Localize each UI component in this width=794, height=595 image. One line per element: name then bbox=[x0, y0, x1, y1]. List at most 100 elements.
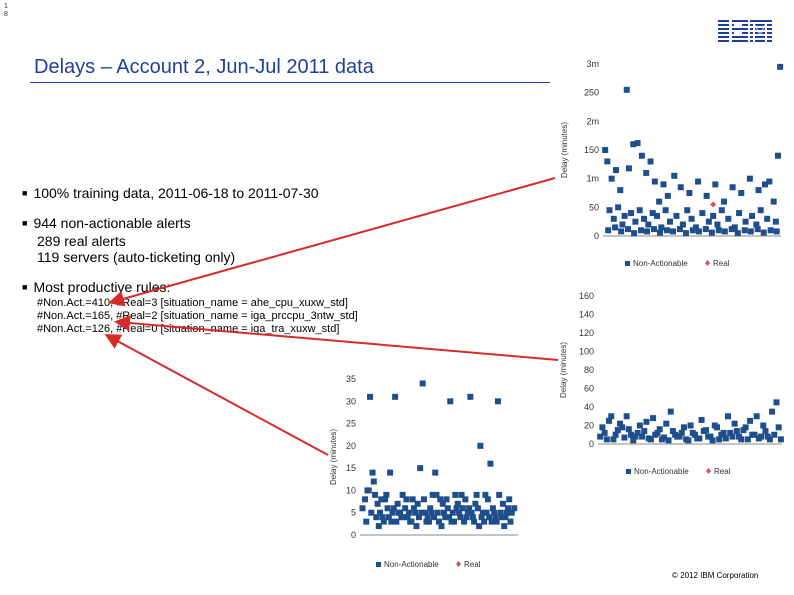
data-point-non-actionable bbox=[369, 469, 376, 476]
data-point-non-actionable bbox=[408, 518, 415, 525]
data-point-non-actionable bbox=[457, 514, 464, 521]
bullet-training: ■ 100% training data, 2011-06-18 to 2011-… bbox=[22, 185, 319, 203]
data-point-non-actionable bbox=[710, 212, 717, 219]
y-tick-label: 0 bbox=[589, 439, 594, 449]
data-point-non-actionable bbox=[442, 514, 449, 521]
data-point-non-actionable bbox=[436, 518, 442, 525]
y-tick-label: 100 bbox=[579, 347, 594, 357]
data-point-non-actionable bbox=[644, 228, 651, 235]
data-point-non-actionable bbox=[601, 429, 608, 436]
data-point-non-actionable bbox=[662, 207, 669, 214]
y-tick-label: 2m bbox=[586, 116, 599, 126]
data-point-non-actionable bbox=[643, 418, 650, 425]
data-point-non-actionable bbox=[477, 442, 484, 449]
data-point-non-actionable bbox=[666, 218, 673, 225]
data-point-non-actionable bbox=[604, 158, 611, 165]
data-point-non-actionable bbox=[736, 433, 743, 440]
data-point-non-actionable bbox=[476, 523, 483, 530]
data-point-non-actionable bbox=[449, 509, 456, 516]
data-point-non-actionable bbox=[462, 496, 469, 503]
y-tick-label: 80 bbox=[584, 365, 594, 375]
data-point-non-actionable bbox=[677, 184, 684, 191]
data-point-non-actionable bbox=[458, 491, 465, 498]
data-point-non-actionable bbox=[746, 175, 753, 182]
data-point-non-actionable bbox=[447, 398, 454, 405]
data-point-non-actionable bbox=[712, 181, 719, 188]
data-point-non-actionable bbox=[362, 496, 369, 503]
y-tick-label: 50 bbox=[589, 202, 599, 212]
data-point-non-actionable bbox=[678, 429, 685, 436]
bullet-rules-text: Most productive rules: bbox=[33, 279, 171, 295]
data-point-non-actionable bbox=[695, 178, 702, 185]
data-point-non-actionable bbox=[430, 514, 437, 521]
data-point-non-actionable bbox=[753, 413, 760, 420]
bullet-marker: ■ bbox=[22, 188, 28, 198]
data-point-non-actionable bbox=[634, 140, 641, 147]
data-point-non-actionable bbox=[439, 500, 446, 507]
y-tick-label: 15 bbox=[346, 463, 356, 473]
data-point-non-actionable bbox=[650, 226, 657, 233]
data-point-non-actionable bbox=[423, 518, 430, 525]
data-point-non-actionable bbox=[487, 460, 494, 467]
data-point-non-actionable bbox=[714, 221, 721, 228]
data-point-non-actionable bbox=[606, 207, 613, 214]
data-point-non-actionable bbox=[676, 226, 683, 233]
data-point-non-actionable bbox=[608, 175, 615, 182]
data-point-non-actionable bbox=[378, 496, 385, 503]
data-point-non-actionable bbox=[649, 210, 656, 217]
data-point-non-actionable bbox=[437, 496, 444, 503]
data-point-non-actionable bbox=[419, 380, 426, 387]
data-point-non-actionable bbox=[415, 514, 422, 521]
data-point-non-actionable bbox=[718, 431, 725, 438]
data-point-non-actionable bbox=[608, 413, 615, 420]
data-point-non-actionable bbox=[489, 505, 496, 512]
data-point-non-actionable bbox=[684, 207, 691, 214]
data-point-non-actionable bbox=[734, 230, 741, 237]
data-point-non-actionable bbox=[636, 422, 643, 429]
data-point-non-actionable bbox=[417, 465, 424, 472]
data-point-non-actionable bbox=[718, 207, 725, 214]
y-axis-label: Delay (minutes) bbox=[559, 342, 568, 398]
data-point-non-actionable bbox=[599, 424, 606, 431]
data-point-non-actionable bbox=[754, 226, 761, 233]
data-point-non-actionable bbox=[508, 509, 515, 516]
data-point-non-actionable bbox=[454, 500, 461, 507]
data-point-non-actionable bbox=[738, 190, 745, 196]
data-point-non-actionable bbox=[363, 518, 370, 525]
data-point-non-actionable bbox=[703, 192, 710, 199]
data-point-non-actionable bbox=[471, 518, 478, 525]
data-point-non-actionable bbox=[744, 436, 751, 443]
data-point-non-actionable bbox=[498, 514, 505, 521]
data-point-non-actionable bbox=[663, 420, 670, 427]
data-point-non-actionable bbox=[429, 491, 436, 498]
data-point-non-actionable bbox=[769, 408, 776, 415]
data-point-non-actionable bbox=[623, 413, 630, 420]
data-point-non-actionable bbox=[688, 215, 695, 222]
data-point-non-actionable bbox=[742, 218, 749, 225]
data-point-real bbox=[710, 201, 717, 208]
legend-label: Non-Actionable bbox=[634, 467, 689, 476]
data-point-non-actionable bbox=[359, 505, 366, 512]
data-point-non-actionable bbox=[461, 518, 468, 525]
y-tick-label: 40 bbox=[584, 402, 594, 412]
data-point-non-actionable bbox=[602, 147, 609, 153]
data-point-non-actionable bbox=[612, 167, 619, 174]
data-point-non-actionable bbox=[632, 433, 639, 440]
data-point-non-actionable bbox=[698, 416, 705, 423]
data-point-non-actionable bbox=[729, 433, 736, 440]
data-point-non-actionable bbox=[383, 491, 390, 498]
data-point-non-actionable bbox=[720, 198, 727, 205]
data-point-non-actionable bbox=[715, 227, 722, 234]
ibm-logo bbox=[718, 18, 772, 44]
title-rule bbox=[30, 82, 550, 83]
data-point-non-actionable bbox=[414, 500, 421, 507]
data-point-non-actionable bbox=[634, 429, 641, 436]
data-point-non-actionable bbox=[669, 428, 676, 435]
data-point-non-actionable bbox=[388, 518, 395, 525]
data-point-non-actionable bbox=[753, 221, 760, 228]
data-point-non-actionable bbox=[749, 431, 756, 438]
data-point-non-actionable bbox=[699, 210, 706, 217]
data-point-non-actionable bbox=[663, 227, 670, 234]
data-point-non-actionable bbox=[687, 422, 694, 429]
data-point-non-actionable bbox=[625, 426, 632, 433]
